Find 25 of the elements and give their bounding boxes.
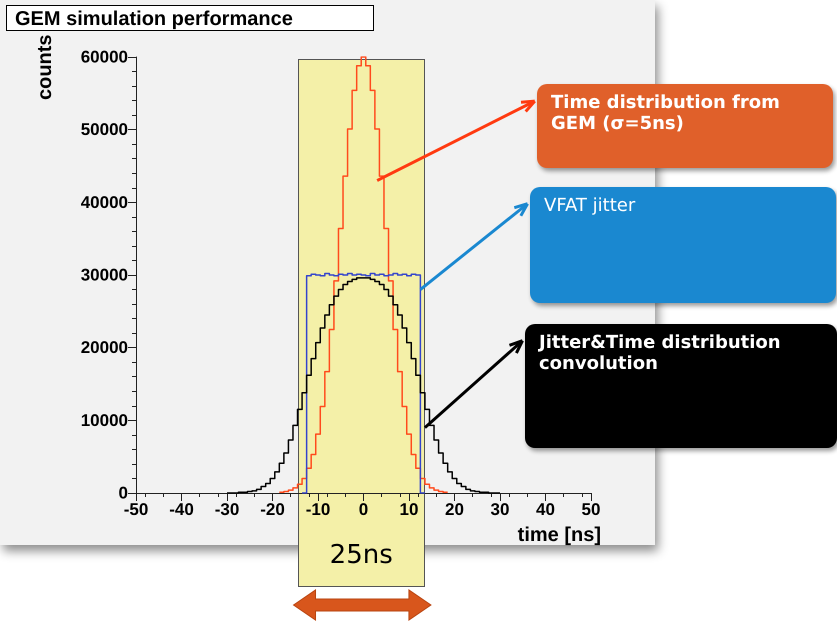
x-axis-title: time [ns] <box>518 524 601 546</box>
y-tick-label: 40000 <box>80 192 128 212</box>
chart-title: GEM simulation performance <box>6 5 374 31</box>
y-tick-label: 50000 <box>80 120 128 140</box>
y-axis-title: counts <box>34 34 57 100</box>
x-tick-label: 0 <box>358 500 368 519</box>
y-tick-label: 60000 <box>80 48 128 66</box>
x-tick-label: -30 <box>214 500 240 519</box>
y-tick-label: 10000 <box>80 410 128 430</box>
x-tick-label: 20 <box>445 500 464 519</box>
x-tick-label: -40 <box>169 500 194 519</box>
y-tick-label: 0 <box>118 484 128 502</box>
x-tick-label: 40 <box>536 500 555 519</box>
callout-box: VFAT jitter <box>530 187 836 303</box>
band-label: 25ns <box>328 540 394 570</box>
y-tick-label: 20000 <box>80 338 128 358</box>
y-tick-label: 30000 <box>80 266 128 284</box>
x-tick-label: -20 <box>260 500 285 519</box>
x-tick-label: 30 <box>490 500 510 519</box>
x-tick-label: -10 <box>306 500 330 519</box>
x-tick-label: 50 <box>582 500 600 519</box>
x-tick-label: 10 <box>400 500 418 519</box>
x-tick-label: -50 <box>124 500 148 519</box>
callout-box: Time distribution from GEM (σ=5ns) <box>537 84 833 168</box>
callout-box: Jitter&Time distribution convolution <box>525 324 837 448</box>
